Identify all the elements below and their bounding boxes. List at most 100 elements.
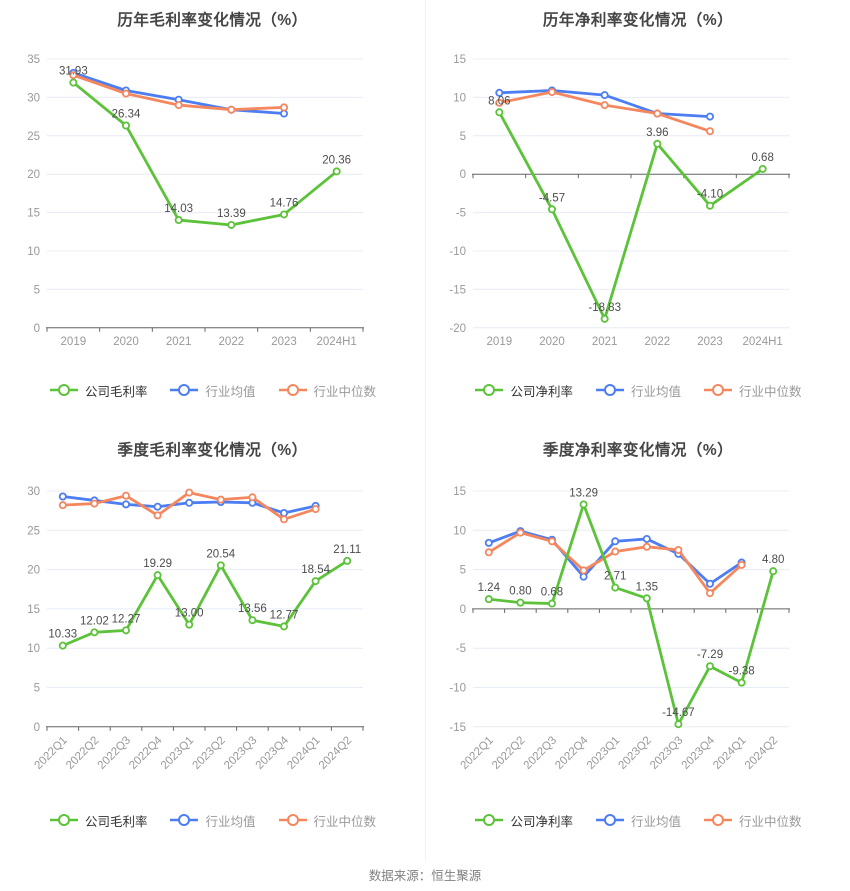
legend-label: 行业均值 <box>630 384 681 399</box>
x-axis-labels: 2019 2020 2021 2022 2023 2024H1 <box>487 336 783 348</box>
svg-text:2023Q1: 2023Q1 <box>159 734 196 771</box>
series-company <box>484 500 778 729</box>
svg-text:31.93: 31.93 <box>59 66 88 78</box>
svg-text:13.56: 13.56 <box>238 603 267 615</box>
svg-text:15: 15 <box>453 486 466 498</box>
legend-item-industry-median[interactable]: 行业中位数 <box>278 811 377 830</box>
annual-net-margin-title: 历年净利率变化情况（%） <box>542 12 734 29</box>
svg-text:12.27: 12.27 <box>112 613 141 625</box>
svg-text:14.03: 14.03 <box>164 203 193 215</box>
series-industry-median <box>58 488 320 524</box>
legend-marker-industry-avg <box>595 384 624 396</box>
svg-text:2024Q2: 2024Q2 <box>317 734 354 771</box>
svg-text:5: 5 <box>460 565 466 577</box>
svg-text:5: 5 <box>34 284 40 296</box>
svg-text:2022Q2: 2022Q2 <box>64 734 101 771</box>
svg-text:2020: 2020 <box>539 336 565 348</box>
legend-label: 公司净利率 <box>510 384 573 399</box>
svg-text:15: 15 <box>27 208 40 220</box>
legend-item-company[interactable]: 公司毛利率 <box>49 811 148 830</box>
legend-item-industry-median[interactable]: 行业中位数 <box>703 811 802 830</box>
annual-gross-margin-panel: 历年毛利率变化情况（%） 35 30 25 20 15 10 5 0 2019 2020 2021 2… <box>0 0 425 430</box>
svg-text:13.00: 13.00 <box>175 608 204 620</box>
svg-text:-10: -10 <box>449 683 466 695</box>
legend-marker-industry-median <box>704 814 732 826</box>
legend-item-industry-avg[interactable]: 行业均值 <box>169 811 256 830</box>
charts-grid: 历年毛利率变化情况（%） 35 30 25 20 15 10 5 0 2019 2020 2021 2… <box>0 0 850 860</box>
quarterly-net-margin-title: 季度净利率变化情况（%） <box>542 442 734 459</box>
svg-text:10: 10 <box>453 525 466 537</box>
legend-item-industry-median[interactable]: 行业中位数 <box>278 381 377 400</box>
legend-label: 公司净利率 <box>510 814 573 829</box>
quarterly-gross-margin-legend: 公司毛利率 行业均值 行业中位数 <box>0 810 425 830</box>
svg-text:8.06: 8.06 <box>488 95 510 107</box>
legend-label: 公司毛利率 <box>84 814 148 829</box>
legend-marker-company <box>49 814 78 826</box>
svg-text:2022Q2: 2022Q2 <box>490 734 527 771</box>
annual-net-margin-legend: 公司净利率 行业均值 行业中位数 <box>426 380 850 400</box>
svg-text:2024H1: 2024H1 <box>743 336 783 348</box>
svg-text:0.80: 0.80 <box>509 586 531 598</box>
legend-item-industry-avg[interactable]: 行业均值 <box>595 381 681 400</box>
svg-text:21.11: 21.11 <box>333 544 361 556</box>
quarterly-net-margin-legend: 公司净利率 行业均值 行业中位数 <box>426 810 850 830</box>
svg-text:10: 10 <box>27 643 40 655</box>
legend-label: 行业均值 <box>205 814 256 829</box>
legend-label: 行业中位数 <box>739 814 802 829</box>
legend-label: 公司毛利率 <box>84 384 148 399</box>
svg-text:2023Q2: 2023Q2 <box>616 734 653 771</box>
svg-text:2021: 2021 <box>166 336 192 348</box>
svg-text:5: 5 <box>34 683 40 695</box>
svg-text:12.77: 12.77 <box>270 609 299 621</box>
svg-text:20: 20 <box>27 565 40 577</box>
svg-text:2022Q3: 2022Q3 <box>522 734 559 771</box>
svg-text:2024Q1: 2024Q1 <box>285 734 322 771</box>
svg-text:20.36: 20.36 <box>322 154 351 166</box>
svg-text:0.68: 0.68 <box>751 152 773 164</box>
legend-item-industry-median[interactable]: 行业中位数 <box>703 381 802 400</box>
legend-item-company[interactable]: 公司毛利率 <box>49 381 148 400</box>
series-industry-median <box>495 88 714 136</box>
svg-text:2023Q3: 2023Q3 <box>222 734 259 771</box>
svg-text:1.24: 1.24 <box>478 582 501 594</box>
legend-label: 行业中位数 <box>313 384 377 399</box>
legend-marker-industry-median <box>704 384 732 396</box>
svg-text:25: 25 <box>27 525 40 537</box>
svg-text:-5: -5 <box>456 208 466 220</box>
series-company-data-labels: 8.06 -4.57 -18.83 3.96 -4.10 0.68 <box>488 95 774 314</box>
quarterly-gross-margin-panel: 季度毛利率变化情况（%） 30 25 20 15 10 5 0 2022Q1 2022Q2 202… <box>0 430 425 860</box>
series-company-data-labels: 1.24 0.80 0.68 13.29 2.71 1.35 -14.67 -7.29 -9.3… <box>478 487 785 719</box>
svg-text:14.76: 14.76 <box>270 197 299 209</box>
legend-item-industry-avg[interactable]: 行业均值 <box>595 811 681 830</box>
svg-text:2023: 2023 <box>271 336 297 348</box>
legend-item-industry-avg[interactable]: 行业均值 <box>169 381 256 400</box>
svg-text:2022Q1: 2022Q1 <box>458 734 495 771</box>
legend-marker-industry-avg <box>170 814 199 826</box>
svg-text:30: 30 <box>27 486 40 498</box>
svg-text:2024H1: 2024H1 <box>317 336 357 348</box>
svg-text:2023Q1: 2023Q1 <box>585 734 622 771</box>
legend-label: 行业中位数 <box>313 814 377 829</box>
series-company <box>58 556 352 650</box>
svg-text:4.80: 4.80 <box>762 554 784 566</box>
svg-text:0: 0 <box>460 604 466 616</box>
legend-marker-industry-avg <box>595 814 624 826</box>
svg-text:13.39: 13.39 <box>217 208 246 220</box>
svg-text:0: 0 <box>34 323 40 335</box>
x-axis <box>472 608 790 613</box>
y-axis-labels: 30 25 20 15 10 5 0 <box>27 486 40 734</box>
quarterly-net-margin-panel: 季度净利率变化情况（%） 15 10 5 0 -5 -10 -15 2022Q1 2022Q2 2… <box>425 430 850 860</box>
series-company <box>495 108 767 323</box>
series-industry-median <box>69 71 288 114</box>
legend-marker-company <box>49 384 78 396</box>
svg-text:2.71: 2.71 <box>604 571 626 583</box>
legend-marker-industry-median <box>278 814 307 826</box>
legend-item-company[interactable]: 公司净利率 <box>474 811 573 830</box>
series-industry-median <box>484 528 746 598</box>
svg-text:30: 30 <box>27 92 40 104</box>
legend-item-company[interactable]: 公司净利率 <box>474 381 573 400</box>
annual-gross-margin-legend: 公司毛利率 行业均值 行业中位数 <box>0 380 425 400</box>
svg-text:-10: -10 <box>449 246 466 258</box>
x-axis-labels: 2022Q12022Q22022Q32022Q42023Q12023Q22023… <box>32 734 354 772</box>
grid-lines <box>47 58 363 329</box>
